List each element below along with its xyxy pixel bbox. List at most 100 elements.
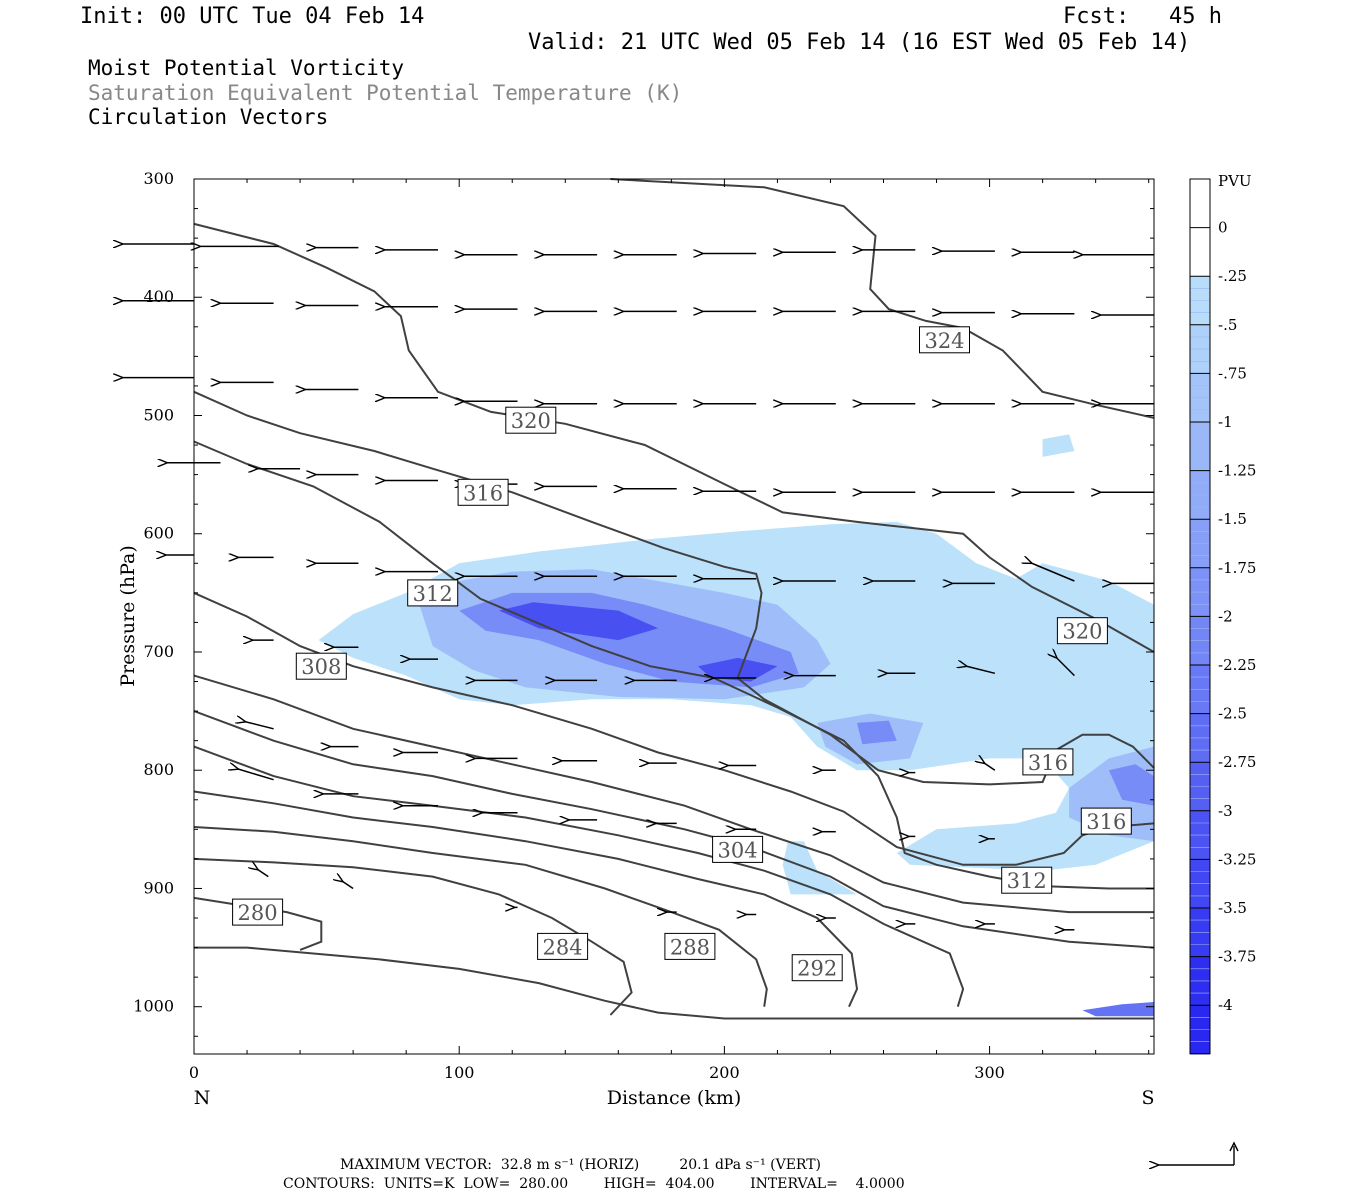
pv-shading xyxy=(318,434,1155,1017)
colorbar-tick-label: -2 xyxy=(1218,607,1233,625)
colorbar-tick-label: -1.25 xyxy=(1218,462,1256,480)
field-title-mpv: Moist Potential Vorticity xyxy=(88,56,405,80)
init-time: Init: 00 UTC Tue 04 Feb 14 xyxy=(80,4,425,29)
contour-label-text: 304 xyxy=(718,838,758,862)
colorbar-tick-label: -.25 xyxy=(1218,267,1247,285)
forecast-hour: Fcst: 45 h xyxy=(1063,4,1222,29)
contour-label-text: 324 xyxy=(924,329,964,353)
theta-contour-line xyxy=(193,440,1154,890)
reference-vector-icon xyxy=(1158,1141,1239,1165)
contour-label: 312 xyxy=(1001,866,1053,894)
x-axis-label: Distance (km) xyxy=(607,1087,742,1109)
colorbar-swatch xyxy=(1190,422,1210,472)
x-tick-label: 0 xyxy=(189,1063,199,1082)
colorbar-unit: PVU xyxy=(1218,172,1252,190)
y-tick-label: 600 xyxy=(143,524,174,543)
circulation-vector xyxy=(238,769,274,781)
valid-time: Valid: 21 UTC Wed 05 Feb 14 (16 EST Wed … xyxy=(528,30,1191,55)
colorbar-tick-label: -2.75 xyxy=(1218,753,1256,771)
colorbar-tick-label: -3.75 xyxy=(1218,948,1256,966)
y-tick-label: 500 xyxy=(143,405,174,424)
contour-label-text: 316 xyxy=(1028,751,1068,775)
pv-region xyxy=(1082,1002,1154,1017)
theta-contour-line xyxy=(193,745,965,1007)
pv-region xyxy=(1108,764,1154,806)
circulation-vector xyxy=(245,722,274,730)
contour-label-text: 288 xyxy=(670,935,710,959)
contour-label-text: 284 xyxy=(543,935,583,959)
contour-label: 284 xyxy=(537,932,589,960)
contour-label-text: 320 xyxy=(1062,620,1102,644)
contour-label-text: 308 xyxy=(301,655,341,679)
contour-label: 292 xyxy=(791,954,843,982)
pv-region xyxy=(499,602,659,641)
circulation-vector xyxy=(258,869,269,878)
circulation-vector xyxy=(984,763,996,771)
theta-contour-line xyxy=(193,390,1155,786)
colorbar-swatch xyxy=(1190,1005,1210,1055)
circulation-vectors xyxy=(122,244,1154,930)
circulation-vector xyxy=(966,666,996,675)
contour-label: 312 xyxy=(407,579,459,607)
theta-contour-line xyxy=(193,857,633,1016)
colorbar-tick-label: -3.25 xyxy=(1218,850,1256,868)
colorbar-swatch xyxy=(1190,519,1210,569)
colorbar-tick-label: -1 xyxy=(1218,413,1233,431)
contour-label: 316 xyxy=(1022,748,1074,776)
y-axis-label: Pressure (hPa) xyxy=(117,545,139,687)
pv-region xyxy=(782,841,857,895)
theta-contour-line xyxy=(193,222,1155,653)
contour-label-text: 280 xyxy=(238,901,278,925)
y-tick-label: 800 xyxy=(143,760,174,779)
contour-label-text: 292 xyxy=(797,957,837,981)
contour-label-text: 312 xyxy=(1007,869,1047,893)
pv-region xyxy=(857,720,897,745)
contour-label: 324 xyxy=(919,326,970,354)
y-tick-label: 400 xyxy=(143,287,174,306)
max-vector-note: MAXIMUM VECTOR: 32.8 m s⁻¹ (HORIZ) 20.1 … xyxy=(340,1157,822,1173)
colorbar-swatch xyxy=(1190,276,1210,326)
theta-contour-line xyxy=(193,790,859,1008)
plot-frame xyxy=(193,178,1155,1055)
contour-label: 316 xyxy=(1080,807,1132,835)
x-tick-label: 100 xyxy=(444,1063,475,1082)
y-tick-label: 700 xyxy=(143,642,174,661)
colorbar-tick-label: -2.25 xyxy=(1218,656,1256,674)
contour-label: 280 xyxy=(232,898,284,926)
colorbar-swatch xyxy=(1190,179,1210,229)
colorbar-swatch xyxy=(1190,810,1210,860)
colorbar-swatch xyxy=(1190,762,1210,812)
contour-label-text: 316 xyxy=(463,481,503,505)
pv-region xyxy=(1042,434,1075,457)
contour-label-text: 320 xyxy=(511,409,551,433)
theta-contours xyxy=(193,178,1155,1020)
axes: 300 400 500 600 700 800 900 1000 0 100 200 300 xyxy=(133,169,1154,1082)
colorbar-tick-label: -1.5 xyxy=(1218,510,1247,528)
theta-contour-line xyxy=(193,710,1155,949)
contour-label: 288 xyxy=(664,932,716,960)
x-south-label: S xyxy=(1141,1087,1154,1109)
colorbar-tick-label: -.5 xyxy=(1218,316,1237,334)
colorbar-tick-label: -3 xyxy=(1218,802,1233,820)
colorbar-tick-label: -2.5 xyxy=(1218,705,1247,723)
contour-label: 308 xyxy=(295,652,347,680)
circulation-vector xyxy=(342,881,354,890)
theta-contour-line xyxy=(194,946,1154,1020)
contour-label-text: 312 xyxy=(413,582,453,606)
colorbar-tick-label: -3.5 xyxy=(1218,899,1247,917)
contour-label: 304 xyxy=(712,835,764,863)
colorbar-swatch xyxy=(1190,470,1210,520)
y-tick-label: 900 xyxy=(143,878,174,897)
colorbar-tick-label: 0 xyxy=(1218,219,1228,237)
x-north-label: N xyxy=(194,1087,211,1109)
circulation-vector xyxy=(1031,563,1075,582)
theta-contour-line xyxy=(193,826,768,1007)
contour-info-note: CONTOURS: UNITS=K LOW= 280.00 HIGH= 404.… xyxy=(283,1176,905,1192)
x-tick-label: 300 xyxy=(974,1063,1005,1082)
contour-labels: 324 320 316 312 308 304 280 284 288 292 320 316 316 3… xyxy=(232,326,1132,982)
theta-contour-line xyxy=(610,178,1155,419)
pv-colorbar: 0 -.25 -.5 -.75 -1 -1.25 -1.5 -1.75 -2 -2.25 -2.5 -… xyxy=(1189,178,1256,1055)
colorbar-tick-label: -4 xyxy=(1218,996,1233,1014)
colorbar-swatch xyxy=(1190,227,1210,277)
